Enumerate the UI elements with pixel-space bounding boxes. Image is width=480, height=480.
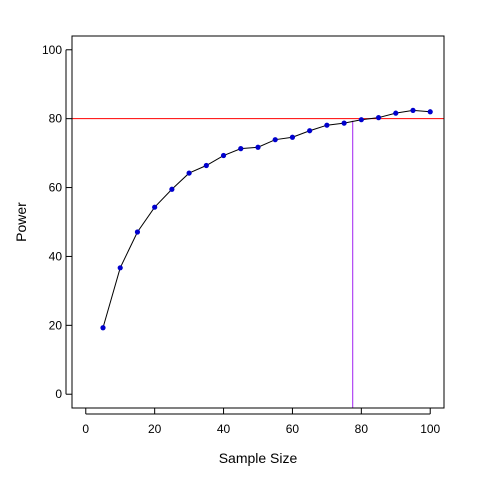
y-tick-label: 100 [42, 43, 62, 57]
data-point [238, 146, 244, 152]
axes: 0 20 40 60 80 100 0 20 40 60 80 100 [42, 43, 441, 436]
x-tick-label: 0 [82, 422, 89, 436]
data-point [393, 110, 399, 116]
x-axis-title: Sample Size [219, 450, 298, 466]
x-tick-label: 20 [148, 422, 162, 436]
series-line [102, 109, 431, 328]
data-point [134, 229, 141, 235]
x-tick-label: 100 [420, 422, 440, 436]
data-point [307, 128, 313, 134]
data-point [324, 122, 330, 128]
data-point [427, 109, 433, 115]
data-point [117, 265, 123, 271]
data-point [100, 325, 106, 331]
data-point [255, 144, 261, 150]
data-point [358, 117, 364, 123]
data-point [272, 137, 278, 143]
data-point [341, 120, 347, 126]
y-tick-label: 80 [49, 112, 63, 126]
plot-area [72, 107, 444, 408]
y-tick-label: 60 [49, 181, 63, 195]
data-point [203, 162, 209, 169]
y-tick-label: 0 [55, 387, 62, 401]
data-point [186, 170, 192, 176]
x-tick-label: 40 [217, 422, 231, 436]
data-point [220, 152, 227, 159]
data-point [289, 134, 296, 140]
x-tick-label: 80 [355, 422, 369, 436]
data-point [375, 115, 382, 121]
y-tick-label: 20 [49, 318, 63, 332]
data-point [169, 186, 175, 192]
data-point [410, 107, 416, 113]
y-tick-label: 40 [49, 249, 63, 263]
plot-frame [71, 35, 445, 409]
y-axis-title: Power [13, 202, 29, 242]
x-tick-label: 60 [286, 422, 300, 436]
data-point [152, 204, 158, 210]
